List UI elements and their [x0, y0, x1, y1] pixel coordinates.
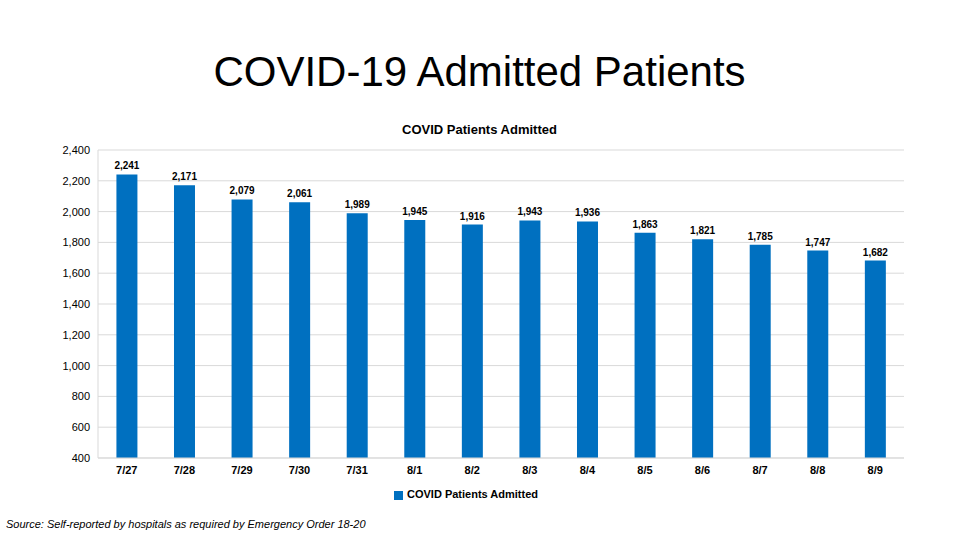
svg-text:8/9: 8/9 [868, 464, 883, 476]
svg-text:8/8: 8/8 [810, 464, 825, 476]
svg-text:1,863: 1,863 [633, 219, 658, 230]
svg-text:7/30: 7/30 [289, 464, 310, 476]
svg-text:800: 800 [72, 390, 90, 402]
svg-text:1,682: 1,682 [863, 247, 888, 258]
svg-text:7/27: 7/27 [116, 464, 137, 476]
svg-text:400: 400 [72, 452, 90, 464]
svg-text:1,747: 1,747 [805, 237, 830, 248]
svg-text:1,989: 1,989 [345, 199, 370, 210]
svg-text:7/29: 7/29 [231, 464, 252, 476]
svg-text:8/2: 8/2 [465, 464, 480, 476]
svg-text:1,821: 1,821 [690, 225, 715, 236]
svg-text:8/4: 8/4 [580, 464, 596, 476]
svg-text:1,943: 1,943 [517, 206, 542, 217]
svg-text:8/5: 8/5 [637, 464, 652, 476]
svg-text:1,916: 1,916 [460, 211, 485, 222]
svg-text:1,200: 1,200 [62, 329, 90, 341]
svg-text:8/6: 8/6 [695, 464, 710, 476]
svg-text:2,061: 2,061 [287, 188, 312, 199]
html-text:COVID Patients Admitted: COVID Patients Admitted [407, 488, 538, 500]
svg-text:1,785: 1,785 [748, 231, 773, 242]
svg-text:2,000: 2,000 [62, 206, 90, 218]
svg-text:1,936: 1,936 [575, 207, 600, 218]
html-text:COVID Patients Admitted: COVID Patients Admitted [402, 122, 557, 137]
svg-text:2,171: 2,171 [172, 171, 197, 182]
html-text:Source: Self-reported by hospi: Source: Self-reported by hospitals as re… [6, 518, 366, 530]
svg-text:1,945: 1,945 [402, 206, 427, 217]
svg-text:2,200: 2,200 [62, 175, 90, 187]
svg-text:2,079: 2,079 [230, 185, 255, 196]
svg-text:8/7: 8/7 [752, 464, 767, 476]
svg-text:7/31: 7/31 [346, 464, 367, 476]
svg-text:2,400: 2,400 [62, 144, 90, 156]
svg-text:1,000: 1,000 [62, 360, 90, 372]
svg-text:2,241: 2,241 [114, 160, 139, 171]
svg-text:7/28: 7/28 [174, 464, 195, 476]
svg-text:1,800: 1,800 [62, 236, 90, 248]
svg-text:1,600: 1,600 [62, 267, 90, 279]
svg-text:1,400: 1,400 [62, 298, 90, 310]
svg-text:8/3: 8/3 [522, 464, 537, 476]
svg-text:8/1: 8/1 [407, 464, 422, 476]
html-text:COVID-19 Admitted Patients: COVID-19 Admitted Patients [213, 48, 746, 95]
svg-text:600: 600 [72, 421, 90, 433]
